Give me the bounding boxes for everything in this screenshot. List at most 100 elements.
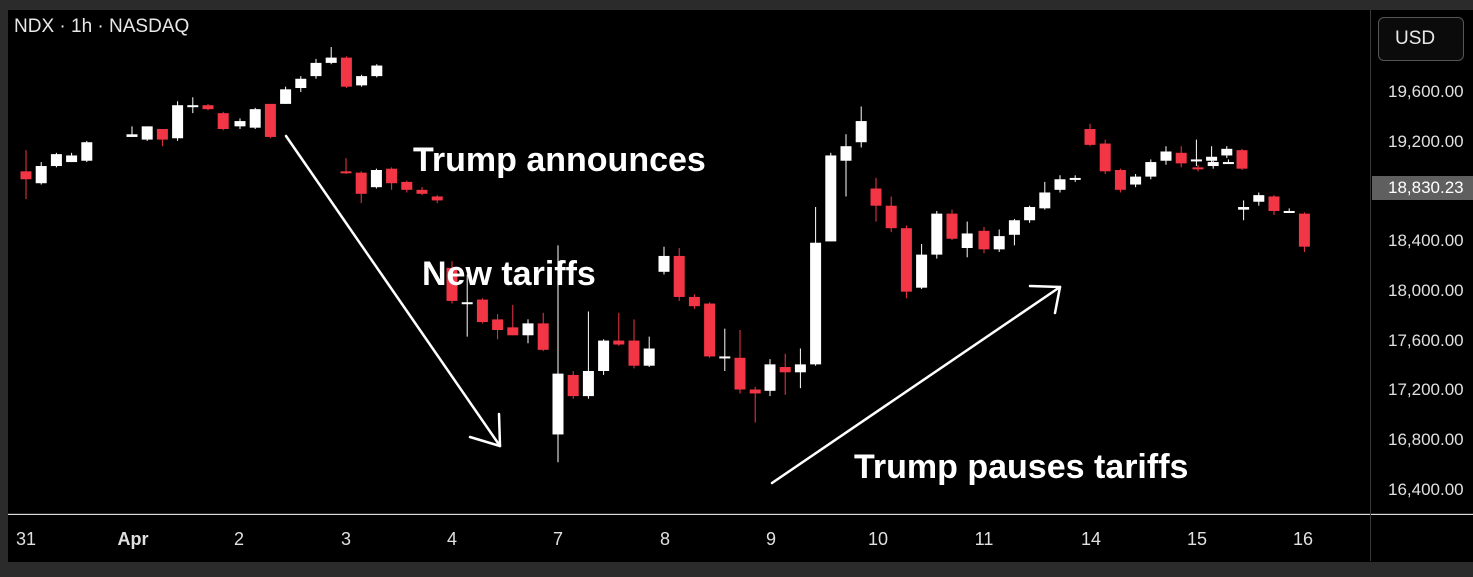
time-tick: 14	[1080, 529, 1102, 549]
time-tick: 15	[1186, 529, 1208, 549]
candle-down	[1099, 143, 1111, 172]
candle-down	[1236, 150, 1248, 169]
candle-up	[552, 373, 564, 435]
candle-down	[1298, 213, 1310, 247]
candle-down	[567, 374, 579, 397]
candle-up	[50, 154, 62, 167]
candle-down	[885, 205, 897, 229]
candle-down	[507, 327, 519, 336]
candle-up	[172, 105, 184, 139]
candle-down	[401, 181, 413, 190]
candle-up	[1008, 220, 1020, 235]
time-tick: 7	[552, 529, 564, 549]
candle-down	[749, 389, 761, 394]
price-axis[interactable]	[1370, 10, 1473, 513]
candlestick-chart	[20, 47, 1310, 485]
candle-down	[264, 103, 276, 137]
candle-up	[356, 76, 368, 86]
candle-up	[810, 242, 822, 365]
candle-down	[355, 172, 367, 194]
price-tick: 16,400.00	[1388, 480, 1464, 499]
candle-down	[734, 357, 746, 390]
candle-down	[978, 230, 990, 250]
candle-up	[81, 142, 93, 161]
candle-up	[1283, 210, 1295, 213]
candle-up	[1069, 177, 1081, 180]
candle-down	[1084, 129, 1096, 145]
candle-down	[779, 367, 791, 373]
time-tick: 4	[446, 529, 458, 549]
time-tick: 8	[659, 529, 671, 549]
candle-up	[280, 89, 292, 104]
candle-up	[825, 155, 837, 242]
uptrend-arrow	[770, 284, 1062, 485]
candle-up	[35, 166, 47, 184]
candle-up	[1221, 148, 1233, 156]
announce-line-2: New tariffs	[422, 255, 596, 293]
downtrend-arrow	[284, 134, 502, 448]
candle-down	[613, 340, 625, 345]
candle-up	[1024, 207, 1036, 221]
candle-down	[1175, 152, 1187, 164]
candle-up	[993, 236, 1005, 250]
candle-down	[202, 105, 214, 110]
candle-up	[840, 146, 852, 161]
time-tick: 10	[867, 529, 889, 549]
candle-up	[461, 302, 473, 305]
candle-down	[870, 188, 882, 206]
candle-down	[340, 171, 352, 174]
candle-up	[310, 62, 322, 77]
candles-group	[20, 47, 1310, 463]
time-axis[interactable]	[8, 514, 1473, 562]
candle-down	[1114, 169, 1126, 190]
announce-line-1: Trump announces	[413, 141, 706, 179]
candle-up	[295, 78, 307, 89]
candle-down	[340, 57, 352, 87]
pause-annotation: Trump pauses tariffs	[854, 448, 1189, 486]
symbol-label[interactable]: NDX · 1h · NASDAQ	[14, 16, 190, 37]
time-tick: 3	[340, 529, 352, 549]
candle-down	[492, 319, 504, 330]
candle-up	[370, 169, 382, 188]
candle-up	[961, 233, 973, 249]
price-tick: 18,000.00	[1388, 281, 1464, 300]
candle-up	[855, 121, 867, 143]
candle-down	[704, 303, 716, 357]
candle-up	[719, 356, 731, 359]
candle-down	[946, 213, 958, 239]
candle-up	[764, 364, 776, 391]
candle-up	[371, 65, 383, 77]
candle-down	[446, 267, 458, 301]
candle-down	[217, 113, 229, 130]
candle-up	[1222, 162, 1234, 165]
candle-up	[522, 323, 534, 336]
time-tick: 31	[15, 529, 37, 549]
candle-up	[582, 370, 594, 397]
candle-up	[1130, 176, 1142, 185]
time-tick: 2	[233, 529, 245, 549]
candle-up	[1160, 151, 1172, 161]
candle-up	[1253, 195, 1265, 202]
candle-up	[325, 57, 337, 63]
candle-up	[643, 348, 655, 366]
candle-up	[1190, 159, 1202, 162]
candle-up	[1054, 179, 1066, 190]
time-tick: Apr	[117, 529, 149, 549]
candle-down	[476, 299, 488, 323]
candle-down	[156, 129, 168, 140]
candle-down	[431, 196, 443, 201]
candle-down	[386, 168, 398, 184]
candle-up	[234, 121, 246, 127]
candle-up	[916, 254, 928, 288]
candle-up	[66, 155, 78, 163]
candle-up	[1039, 192, 1051, 209]
candle-up	[931, 213, 943, 255]
plot-area[interactable]: Trump announces New tariffs Trump pauses…	[8, 10, 1370, 513]
price-tick: 18,400.00	[1388, 231, 1464, 250]
candle-up	[658, 255, 670, 272]
price-tick: 17,200.00	[1388, 380, 1464, 399]
candle-up	[1238, 207, 1250, 210]
price-tick: 19,200.00	[1388, 132, 1464, 151]
candle-up	[598, 340, 610, 371]
currency-button[interactable]: USD	[1378, 17, 1464, 61]
